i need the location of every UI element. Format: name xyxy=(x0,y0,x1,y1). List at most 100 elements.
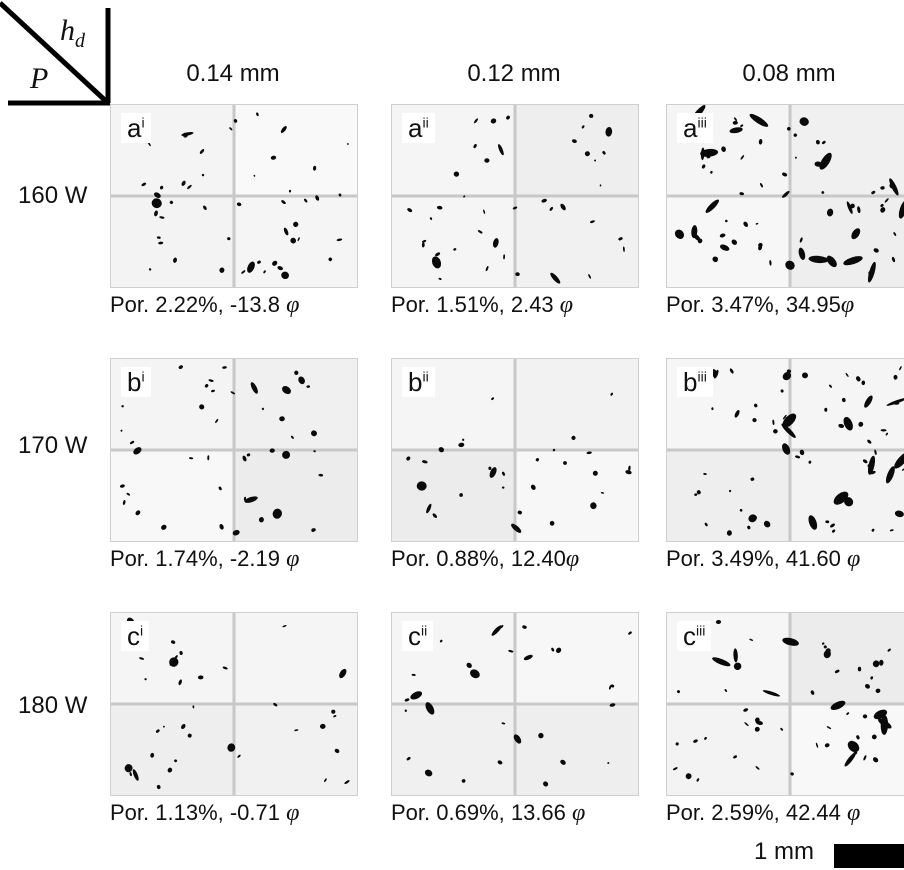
pore xyxy=(743,221,749,227)
stitch-tile xyxy=(111,196,234,287)
pore xyxy=(674,229,685,239)
pore xyxy=(304,198,308,203)
pore xyxy=(696,778,700,782)
pore xyxy=(739,508,743,512)
micrograph-texture xyxy=(111,105,357,287)
pore xyxy=(824,407,828,412)
pore xyxy=(174,655,178,660)
pore xyxy=(571,139,577,143)
pore xyxy=(421,242,425,248)
column-header-2: 0.12 mm xyxy=(467,60,561,87)
row-header-1: 160 W xyxy=(18,182,88,209)
corner-axis-diagram xyxy=(0,1,111,106)
pore xyxy=(156,784,161,790)
pore xyxy=(328,257,333,262)
pore xyxy=(590,502,597,510)
pore xyxy=(600,492,605,494)
pore xyxy=(830,700,846,711)
micrograph-panel-a-i: ai xyxy=(110,104,358,288)
pore xyxy=(602,150,606,155)
stitch-tile xyxy=(515,704,638,795)
pore xyxy=(549,206,554,211)
micrograph-panel-b-i: bi xyxy=(110,358,358,542)
pore xyxy=(498,144,504,156)
pore xyxy=(893,374,898,380)
pore xyxy=(201,173,205,177)
micrograph-texture xyxy=(667,359,904,541)
pore xyxy=(277,266,283,271)
micrograph-panel-b-iii: biii xyxy=(666,358,904,542)
pore xyxy=(758,139,763,145)
pore xyxy=(411,673,416,676)
pore xyxy=(685,773,692,780)
pore xyxy=(282,625,287,628)
pore xyxy=(258,517,264,523)
pore xyxy=(870,676,874,680)
stitch-tile xyxy=(515,359,638,450)
pore xyxy=(538,732,544,739)
stitch-tile xyxy=(111,704,234,795)
pore xyxy=(790,772,794,776)
pore xyxy=(873,709,888,720)
pore xyxy=(406,757,411,761)
pore xyxy=(263,270,266,274)
pore xyxy=(270,155,277,160)
pore xyxy=(331,709,336,714)
pore xyxy=(293,221,299,227)
pore xyxy=(424,769,433,777)
micrograph-panel-a-ii: aii xyxy=(391,104,639,288)
pore xyxy=(672,767,678,771)
pore xyxy=(154,210,158,217)
pore xyxy=(159,216,165,219)
pore xyxy=(151,198,162,209)
pore xyxy=(416,481,427,491)
pore xyxy=(874,449,877,456)
pore xyxy=(880,429,887,432)
pore xyxy=(133,447,142,455)
pore xyxy=(758,245,763,251)
pore xyxy=(501,471,506,476)
pore xyxy=(830,523,835,528)
pore xyxy=(879,660,883,666)
pore xyxy=(846,712,850,715)
pore xyxy=(571,435,576,440)
pore xyxy=(795,455,801,459)
pore xyxy=(782,371,792,381)
pore xyxy=(404,709,407,712)
pore xyxy=(227,237,231,241)
pore xyxy=(880,186,885,190)
pore xyxy=(754,717,760,723)
micrograph-texture xyxy=(392,359,638,541)
pore xyxy=(740,124,744,127)
pore xyxy=(701,164,706,169)
caption-c-i: Por. 1.13%, -0.71 φ xyxy=(110,800,300,826)
panel-label: ciii xyxy=(677,621,712,651)
pore xyxy=(199,149,205,154)
pore xyxy=(799,237,803,243)
pore xyxy=(156,236,161,239)
pore xyxy=(438,447,445,453)
pore xyxy=(119,484,125,488)
pore xyxy=(470,669,480,679)
pore xyxy=(725,219,728,223)
pore xyxy=(459,493,463,497)
pore xyxy=(871,528,875,532)
pore xyxy=(732,120,738,125)
pore xyxy=(856,735,860,740)
pore xyxy=(207,455,210,461)
pore xyxy=(802,372,808,379)
pore xyxy=(178,365,184,369)
pore xyxy=(215,418,219,424)
panel-label: bii xyxy=(402,367,435,397)
stitch-tile xyxy=(234,450,357,541)
laser-power-symbol: P xyxy=(30,62,49,95)
pore xyxy=(733,648,738,663)
pore xyxy=(169,657,179,667)
pore xyxy=(453,171,460,177)
pore xyxy=(541,198,547,203)
pore xyxy=(880,207,886,213)
pore xyxy=(586,451,592,455)
pore xyxy=(506,115,510,120)
stitch-tile xyxy=(667,450,790,541)
pore xyxy=(257,260,261,264)
